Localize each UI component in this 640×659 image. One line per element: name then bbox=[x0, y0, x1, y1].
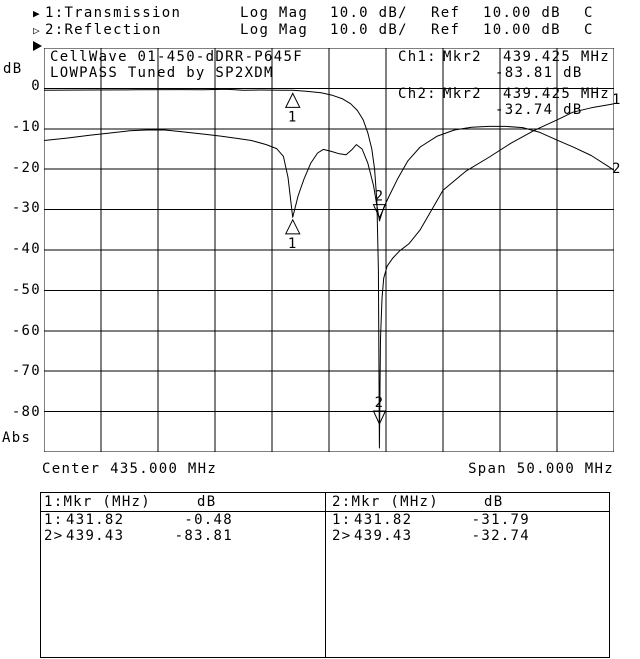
marker-1-trace-1-label: 1 bbox=[288, 109, 298, 125]
marker-row-frequency: 431.82 bbox=[354, 512, 413, 528]
y-tick-label: -20 bbox=[11, 159, 41, 176]
channel-1-correction-flag: C bbox=[584, 5, 594, 21]
y-tick-label: -80 bbox=[11, 404, 41, 420]
marker-row-id: 2> bbox=[44, 528, 64, 544]
marker-table-1-header: 1:Mkr (MHz) bbox=[44, 494, 152, 510]
marker-row-id: 1: bbox=[332, 512, 352, 528]
readout-ch2-marker-label: Mkr2 bbox=[443, 86, 482, 102]
channel-1-marker-icon: ▶ bbox=[33, 7, 40, 20]
marker-row-frequency: 431.82 bbox=[66, 512, 125, 528]
trace-1-end-label: 1 bbox=[612, 92, 622, 108]
marker-table-header-rule bbox=[40, 511, 609, 512]
reference-level-arrow-icon bbox=[33, 41, 42, 51]
marker-1-trace-2-triangle-icon bbox=[284, 218, 301, 235]
channel-1-scale-label: 10.0 dB/ bbox=[330, 5, 408, 21]
readout-ch2-frequency: 439.425 MHz bbox=[503, 86, 611, 102]
channel-2-correction-flag: C bbox=[584, 22, 594, 38]
y-tick-label: -30 bbox=[11, 200, 41, 217]
marker-row-level: -32.74 bbox=[471, 528, 530, 544]
readout-ch1-frequency: 439.425 MHz bbox=[503, 49, 611, 65]
y-axis-abs-label: Abs bbox=[2, 430, 32, 446]
y-tick-label: -70 bbox=[11, 363, 41, 380]
span-label: Span 50.000 MHz bbox=[468, 461, 614, 477]
trace-2-reflection bbox=[44, 125, 614, 222]
marker-row-level: -83.81 bbox=[174, 528, 233, 544]
y-tick-label: -60 bbox=[11, 322, 41, 339]
marker-row-level: -31.79 bbox=[471, 512, 530, 528]
y-tick-label: -10 bbox=[11, 118, 41, 135]
channel-2-label: 2:Reflection bbox=[45, 22, 162, 38]
marker-row-frequency: 439.43 bbox=[66, 528, 125, 544]
marker-2-trace-2-flag-icon bbox=[372, 204, 387, 219]
marker-row-level: -0.48 bbox=[184, 512, 233, 528]
marker-table-2-db-header: dB bbox=[484, 494, 504, 510]
channel-1-label: 1:Transmission bbox=[45, 5, 182, 21]
channel-2-format-label: Log Mag bbox=[240, 22, 309, 38]
marker-row-id: 2> bbox=[332, 528, 352, 544]
y-tick-label: -50 bbox=[11, 281, 41, 298]
y-axis-unit-label: dB bbox=[3, 61, 23, 77]
marker-2-trace-1-flag-icon bbox=[372, 410, 387, 426]
marker-table-1-db-header: dB bbox=[197, 494, 217, 510]
readout-ch2-level: -32.74 dB bbox=[495, 102, 583, 118]
graticule-plot: 1 2 1 2 bbox=[44, 48, 614, 452]
channel-2-scale-label: 10.0 dB/ bbox=[330, 22, 408, 38]
readout-ch1-label: Ch1: bbox=[398, 49, 437, 65]
readout-ch2-label: Ch2: bbox=[398, 86, 437, 102]
marker-2-trace-2-label: 2 bbox=[375, 189, 385, 205]
channel-2-marker-icon: ▷ bbox=[33, 24, 40, 37]
marker-1-trace-2-label: 1 bbox=[288, 236, 298, 252]
channel-2-ref-value: 10.00 dB bbox=[483, 22, 561, 38]
center-frequency-label: Center 435.000 MHz bbox=[42, 461, 218, 477]
marker-table-divider bbox=[325, 492, 326, 657]
y-tick-label: -40 bbox=[11, 241, 41, 257]
channel-1-ref-value: 10.00 dB bbox=[483, 5, 561, 21]
readout-ch1-marker-label: Mkr2 bbox=[443, 49, 482, 65]
channel-1-ref-label: Ref bbox=[431, 5, 461, 21]
marker-table-2-header: 2:Mkr (MHz) bbox=[332, 494, 440, 510]
trace-1-transmission bbox=[44, 88, 614, 449]
marker-2-trace-1-label: 2 bbox=[375, 395, 385, 411]
y-tick-label: 0 bbox=[31, 78, 41, 94]
marker-1-trace-1-triangle-icon bbox=[284, 92, 301, 108]
plot-title-line1: CellWave 01-450-dDRR-P645F bbox=[50, 49, 303, 65]
plot-title-line2: LOWPASS Tuned by SP2XDM bbox=[50, 65, 274, 81]
trace-2-end-label: 2 bbox=[612, 161, 622, 177]
channel-1-format-label: Log Mag bbox=[240, 5, 309, 21]
channel-2-ref-label: Ref bbox=[431, 22, 461, 38]
marker-row-frequency: 439.43 bbox=[354, 528, 413, 544]
marker-row-id: 1: bbox=[44, 512, 64, 528]
readout-ch1-level: -83.81 dB bbox=[495, 65, 583, 81]
